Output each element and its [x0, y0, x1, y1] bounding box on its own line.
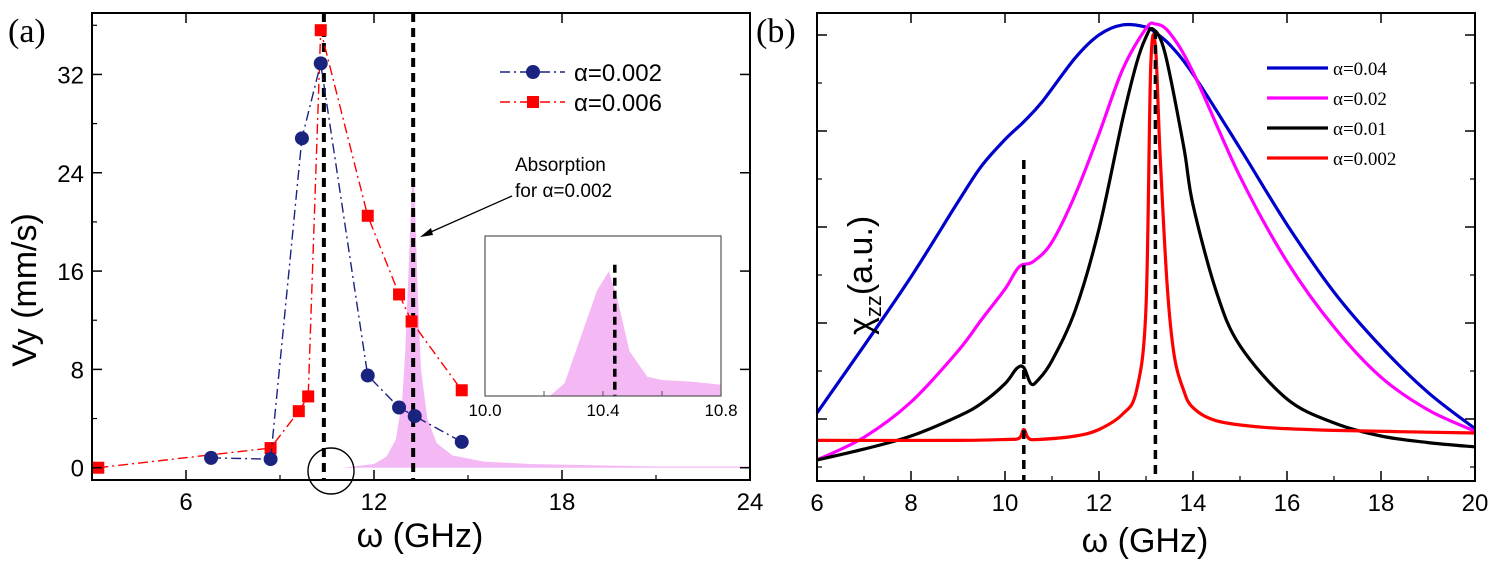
annotation-line1: Absorption — [515, 155, 606, 176]
point-a002-7 — [454, 434, 469, 449]
panel-b-xtick-label-6: 18 — [1368, 490, 1395, 517]
panel-b-xtick-label-0: 6 — [810, 490, 823, 517]
inset-xtick-label-2: 10.8 — [704, 401, 737, 420]
inset-xtick-label-1: 10.4 — [586, 401, 619, 420]
chi-symbol: χ — [842, 317, 880, 335]
point-a002-5 — [392, 400, 407, 415]
panel-a-vlines — [321, 13, 416, 480]
point-a006-4 — [314, 24, 327, 37]
legend-marker-a002 — [526, 65, 540, 79]
point-a002-3 — [313, 56, 328, 71]
panel-a-xtick-label-0: 6 — [179, 489, 192, 516]
point-a002-4 — [360, 368, 375, 383]
panel-a-ytick-label-2: 16 — [57, 259, 84, 286]
panel-b-xlabel: ω (GHz) — [1082, 522, 1209, 560]
panel-a-xtick-label-2: 18 — [549, 489, 576, 516]
curve-a004 — [815, 22, 1476, 430]
panel-a-xlabel: ω (GHz) — [357, 517, 484, 555]
panel-a-label: (a) — [8, 13, 46, 50]
point-a002-6 — [407, 409, 422, 424]
legend-label-a0002: α=0.002 — [1333, 149, 1396, 170]
annotation-arrowhead — [420, 228, 433, 237]
panel-a: (a) 6 12 18 24 0 8 16 24 32 ω (GHz) Vy (mm/s) α=… — [6, 12, 763, 555]
panel-b-ticks: 6 8 10 12 14 16 18 20 — [810, 13, 1488, 517]
panel-b-ylabel: χzz(a.u.) — [842, 216, 886, 335]
panel-b: (b) 6 8 10 12 14 16 18 20 ω (GHz) χzz(a.u.) α=0… — [756, 12, 1488, 560]
point-a006-1 — [264, 442, 277, 455]
point-a002-0 — [204, 450, 219, 465]
panel-b-xtick-label-4: 14 — [1180, 490, 1207, 517]
legend-label-a006: α=0.006 — [574, 90, 662, 117]
point-a002-1 — [263, 452, 278, 467]
panel-a-ytick-label-0: 0 — [71, 456, 84, 483]
panel-b-legend: α=0.04 α=0.02 α=0.01 α=0.002 — [1267, 59, 1396, 170]
panel-b-xtick-label-7: 20 — [1462, 490, 1489, 517]
chi-unit: (a.u.) — [842, 216, 880, 295]
inset-xtick-label-0: 10.0 — [468, 401, 501, 420]
inset-plot: 10.0 10.4 10.8 — [468, 235, 738, 420]
annotation-arrow — [423, 195, 513, 236]
legend-marker-a006 — [527, 96, 539, 108]
legend-label-a004: α=0.04 — [1333, 59, 1387, 80]
annotation-line2: for α=0.002 — [515, 181, 612, 202]
point-a006-6 — [393, 288, 406, 301]
point-a006-3 — [302, 390, 315, 403]
legend-label-a001: α=0.01 — [1333, 119, 1387, 140]
panel-a-xtick-label-3: 24 — [737, 489, 764, 516]
inset-area-group — [485, 271, 721, 396]
inset-ticks: 10.0 10.4 10.8 — [468, 391, 738, 420]
panel-a-series — [92, 24, 469, 474]
point-a006-8 — [455, 384, 468, 397]
panel-b-xtick-label-3: 12 — [1086, 490, 1113, 517]
panel-a-ticks: 6 12 18 24 0 8 16 24 32 — [57, 13, 763, 516]
panel-a-frame — [91, 12, 751, 481]
panel-a-ylabel: Vy (mm/s) — [6, 213, 44, 367]
curve-a002x — [816, 21, 1476, 462]
panel-b-xtick-label-5: 16 — [1274, 490, 1301, 517]
point-a006-7 — [405, 315, 418, 328]
point-a002-2 — [294, 131, 309, 146]
legend-label-a002: α=0.002 — [574, 60, 662, 87]
inset-absorption-area — [485, 271, 721, 396]
panel-a-ytick-label-4: 32 — [57, 62, 84, 89]
point-a006-5 — [361, 209, 374, 222]
panel-a-xtick-label-1: 12 — [361, 489, 388, 516]
panel-b-vlines — [1022, 30, 1158, 481]
legend-label-a002x: α=0.02 — [1333, 89, 1387, 110]
panel-b-xtick-label-2: 10 — [992, 490, 1019, 517]
chi-subscript: zz — [861, 295, 886, 317]
point-a006-2 — [292, 405, 305, 418]
panel-a-ytick-label-3: 24 — [57, 161, 84, 188]
highlight-circle — [307, 447, 355, 495]
panel-b-label: (b) — [756, 13, 796, 50]
panel-a-ytick-label-1: 8 — [71, 357, 84, 384]
panel-b-xtick-label-1: 8 — [904, 490, 917, 517]
panel-a-legend: α=0.002 α=0.006 — [500, 60, 662, 117]
curve-a001 — [816, 26, 1476, 462]
